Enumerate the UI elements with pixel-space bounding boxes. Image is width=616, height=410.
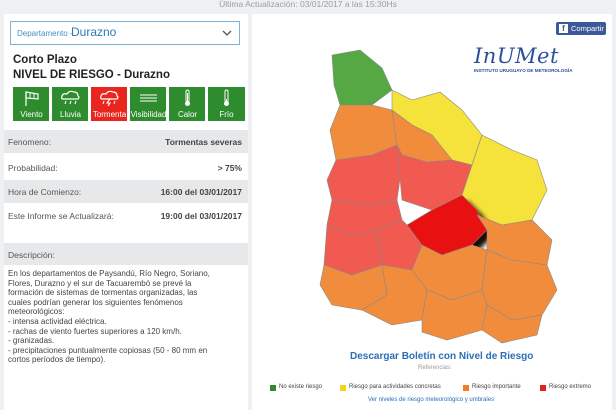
legend-label-important: Riesgo importante <box>472 384 521 390</box>
description-line: En los departamentos de Paysandú, Río Ne… <box>8 269 210 278</box>
description-line: cuales podrían generar los siguientes fe… <box>8 297 183 307</box>
next-update-value: 19:00 del 03/01/2017 <box>160 211 242 221</box>
risk-item-viento[interactable]: Viento <box>13 87 50 121</box>
start-time-value: 16:00 del 03/01/2017 <box>160 187 242 197</box>
risk-indicators: Viento Lluvia Tormenta Visibilidad Calor… <box>13 87 247 121</box>
description-label: Descripción: <box>8 250 55 260</box>
description-line: - granizadas. <box>8 336 55 346</box>
risk-item-calor[interactable]: Calor <box>169 87 206 121</box>
uruguay-risk-map[interactable] <box>312 50 562 345</box>
phenomenon-row: Fenomeno: Tormentas severas <box>4 130 248 153</box>
logo-subtitle: INSTITUTO URUGUAYO DE METEOROLOGÍA <box>474 68 573 73</box>
probability-row: Probabilidad: > 75% <box>4 156 248 179</box>
legend-label-none: No existe riesgo <box>279 384 323 390</box>
legend-swatch-none <box>270 385 276 391</box>
description-line: meteorológicos: <box>8 307 65 317</box>
description-header: Descripción: <box>4 243 248 265</box>
probability-label: Probabilidad: <box>8 163 58 173</box>
references-label: Referencias: <box>418 365 452 371</box>
forecast-panel: Departamento - Durazno Corto Plazo NIVEL… <box>4 14 248 410</box>
description-line: formación de sistemas de tormentas organ… <box>8 288 198 298</box>
legend-label-concrete: Riesgo para actividades concretas <box>349 384 441 390</box>
wind-icon <box>25 91 39 106</box>
probability-value: > 75% <box>217 163 242 173</box>
download-bulletin-link[interactable]: Descargar Boletín con Nivel de Riesgo <box>350 351 534 362</box>
facebook-share-button[interactable]: f Compartir <box>556 22 606 35</box>
phenomenon-label: Fenomeno: <box>8 137 51 147</box>
description-line: - precipitaciones puntualmente copiosas … <box>8 345 208 355</box>
thermometer-cold-icon <box>224 89 229 106</box>
risk-item-label: Frío <box>219 110 234 119</box>
logo-name: InUMet <box>474 44 559 68</box>
risk-item-label: Lluvia <box>60 110 81 119</box>
next-update-label: Este Informe se Actualizará: <box>8 211 114 221</box>
fog-icon <box>140 94 157 102</box>
last-update-text: Última Actualización: 03/01/2017 a las 1… <box>219 0 397 9</box>
department-select-label: Departamento - <box>17 29 73 38</box>
legend-swatch-extreme <box>540 385 546 391</box>
description-line: Flores, Durazno y el sur de Tacuarembó s… <box>8 278 192 288</box>
map-region-maldonado <box>481 304 543 344</box>
legend-label-extreme: Riesgo extremo <box>549 384 592 390</box>
department-select-value: Durazno <box>71 25 117 39</box>
map-region-san-jose <box>361 264 428 326</box>
phenomenon-value: Tormentas severas <box>165 137 242 147</box>
inumet-logo: InUMet INSTITUTO URUGUAYO DE METEOROLOGÍ… <box>474 44 574 80</box>
start-time-label: Hora de Comienzo: <box>8 187 82 197</box>
share-label: Compartir <box>571 24 604 33</box>
description-line: - rachas de viento fuertes superiores a … <box>8 326 182 336</box>
thermometer-hot-icon <box>185 89 190 106</box>
description-text: En los departamentos de Paysandú, Río Ne… <box>8 269 244 365</box>
forecast-term: Corto Plazo <box>13 54 77 66</box>
facebook-icon: f <box>559 24 568 33</box>
department-select[interactable]: Departamento - Durazno <box>10 21 240 45</box>
risk-item-frio[interactable]: Frío <box>208 87 245 121</box>
risk-legend: No existe riesgo Riesgo para actividades… <box>270 384 610 394</box>
rain-icon <box>61 90 80 105</box>
description-line: cortos períodos de tiempo). <box>8 355 106 365</box>
risk-item-label: Tormenta <box>92 110 127 119</box>
legend-swatch-concrete <box>340 385 346 391</box>
next-update-row: Este Informe se Actualizará: 19:00 del 0… <box>4 204 248 227</box>
description-line: - intensa actividad eléctrica. <box>8 316 107 326</box>
map-region-artigas <box>331 50 393 106</box>
storm-icon <box>100 90 119 107</box>
risk-item-label: Visibilidad <box>130 110 167 119</box>
map-panel: f Compartir InUMet INSTITUTO URUGUAYO DE… <box>252 14 612 410</box>
chevron-down-icon <box>222 30 232 36</box>
risk-item-label: Calor <box>177 110 198 119</box>
risk-title: NIVEL DE RIESGO - Durazno <box>13 69 170 81</box>
risk-item-label: Viento <box>20 110 43 119</box>
risk-item-lluvia[interactable]: Lluvia <box>52 87 89 121</box>
legend-swatch-important <box>463 385 469 391</box>
risk-item-visibilidad[interactable]: Visibilidad <box>130 87 167 121</box>
risk-item-tormenta[interactable]: Tormenta <box>91 87 128 121</box>
start-time-row: Hora de Comienzo: 16:00 del 03/01/2017 <box>4 180 248 203</box>
risk-levels-link[interactable]: Ver niveles de riesgo meteorológico y um… <box>368 397 495 403</box>
